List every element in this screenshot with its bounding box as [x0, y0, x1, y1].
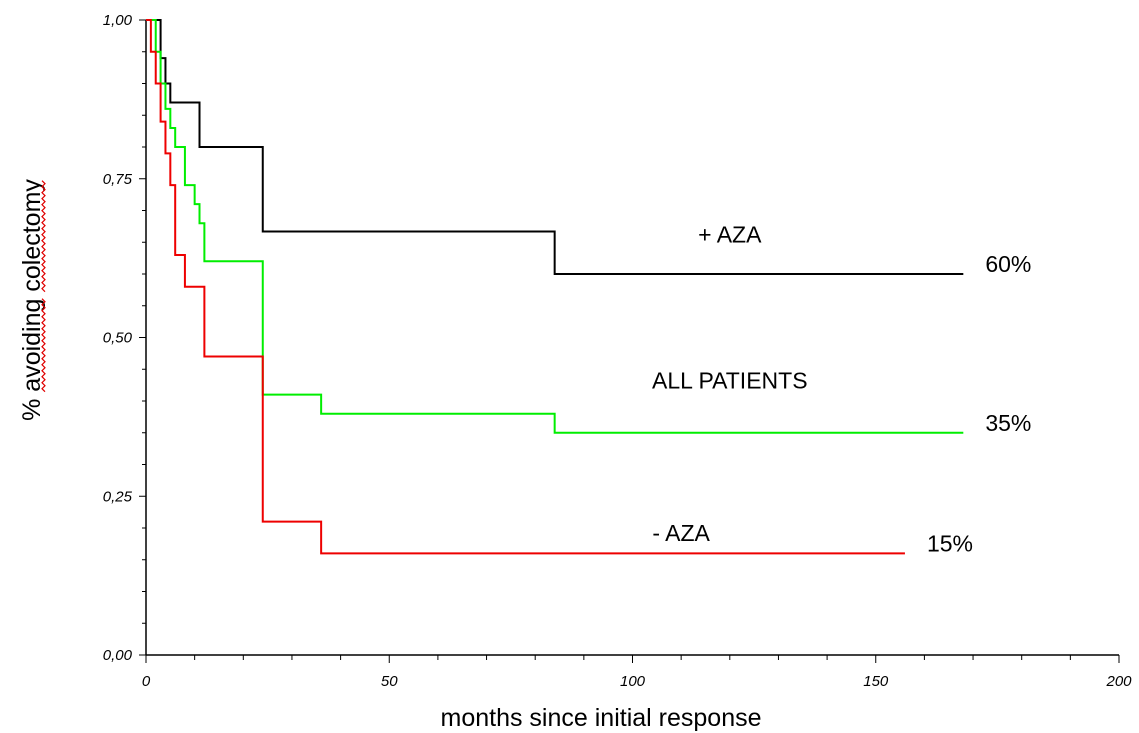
series-line-2 — [146, 19, 905, 555]
axes — [145, 20, 1119, 656]
x-tick-label: 0 — [142, 673, 151, 690]
x-axis-title: months since initial response — [441, 704, 762, 732]
spellcheck-underline — [41, 180, 46, 393]
tick-marks — [139, 19, 1120, 663]
x-tick-label: 50 — [381, 673, 398, 690]
series-line-1 — [146, 19, 964, 434]
x-tick-label: 200 — [1105, 673, 1132, 690]
y-tick-label: 1,00 — [103, 12, 133, 29]
x-tick-label: 100 — [620, 673, 646, 690]
series-name-annotation: ALL PATIENTS — [652, 368, 808, 394]
y-tick-label: 0,00 — [103, 647, 133, 664]
annotations: 60% 35% 15% + AZA ALL PATIENTS - AZA — [652, 222, 1031, 557]
series-name-annotation: + AZA — [698, 222, 762, 248]
tick-labels: 0,00 0,25 0,50 0,75 1,00 0 50 100 150 200 — [103, 12, 1132, 690]
series-line-0 — [146, 19, 964, 275]
series-name-annotation: - AZA — [652, 520, 710, 546]
y-axis-title: % avoiding colectomy — [18, 179, 46, 421]
y-tick-label: 0,25 — [103, 488, 133, 505]
y-tick-label: 0,75 — [103, 171, 133, 188]
x-tick-label: 150 — [863, 673, 889, 690]
y-tick-label: 0,50 — [103, 330, 133, 347]
series-lines — [146, 19, 964, 555]
series-end-label: 35% — [985, 410, 1031, 436]
series-end-label: 60% — [985, 251, 1031, 277]
series-end-label: 15% — [927, 530, 973, 556]
